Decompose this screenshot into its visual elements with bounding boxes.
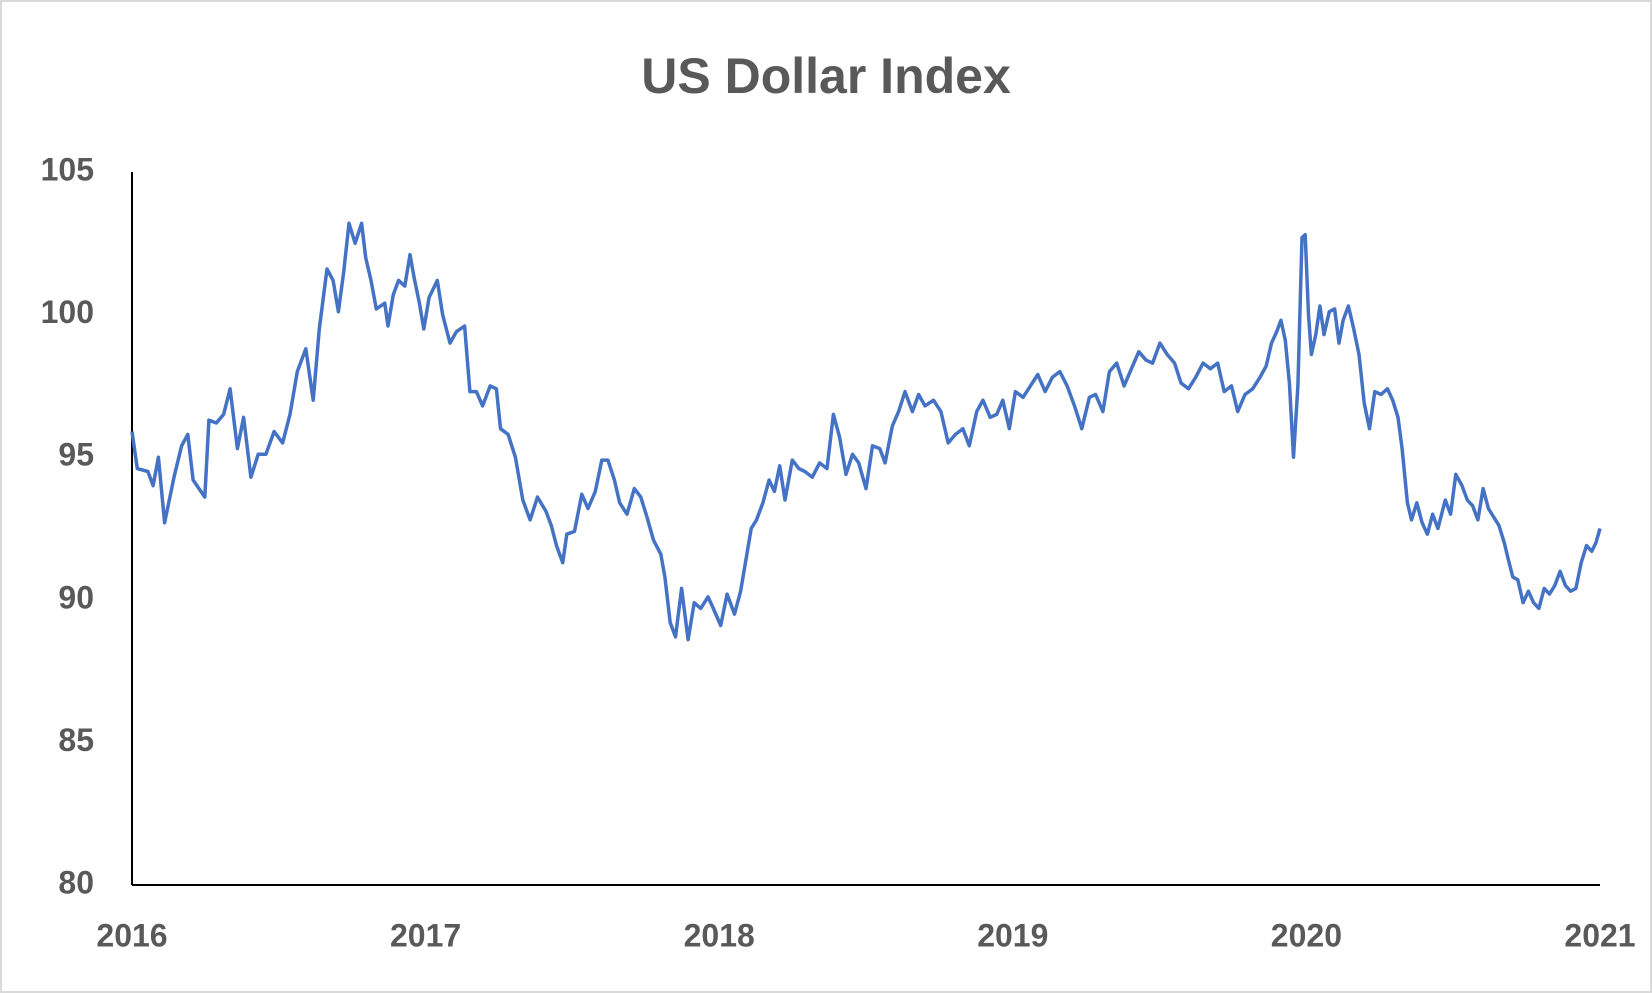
y-tick-label: 80 (58, 864, 94, 900)
y-tick-label: 90 (58, 579, 94, 615)
x-tick-label: 2020 (1271, 917, 1342, 953)
x-tick-label: 2021 (1564, 917, 1635, 953)
y-tick-label: 95 (58, 437, 94, 473)
y-tick-label: 100 (41, 294, 94, 330)
y-tick-label: 85 (58, 722, 94, 758)
x-tick-label: 2017 (390, 917, 461, 953)
line-series (130, 221, 1602, 642)
y-tick-label: 105 (41, 151, 94, 187)
x-tick-label: 2018 (684, 917, 755, 953)
x-tick-label: 2019 (977, 917, 1048, 953)
x-tick-label: 2016 (96, 917, 167, 953)
chart-title: US Dollar Index (641, 48, 1011, 104)
